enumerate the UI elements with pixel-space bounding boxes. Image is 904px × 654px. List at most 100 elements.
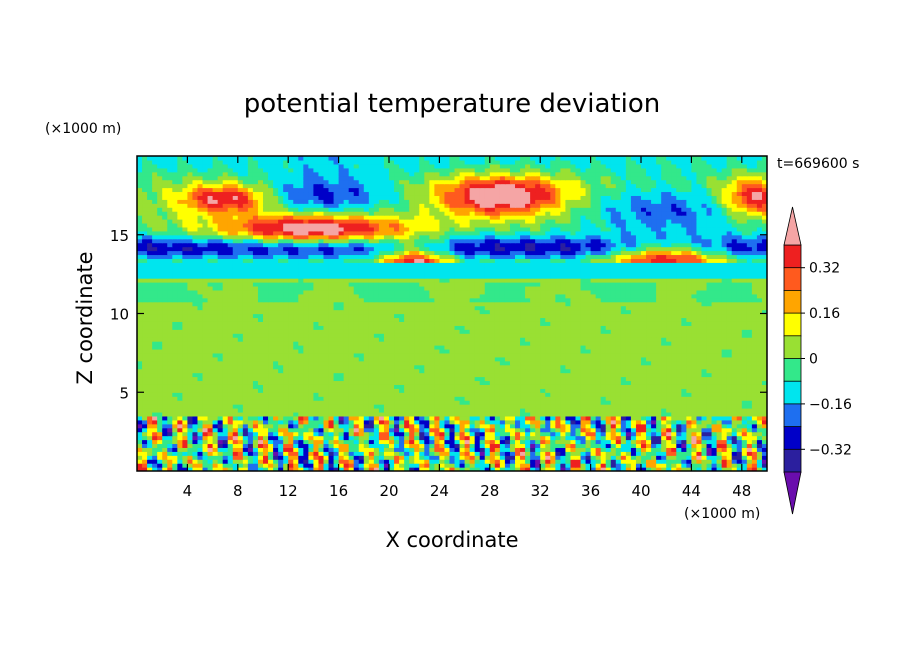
field-cell — [494, 419, 501, 425]
field-cell — [378, 368, 385, 374]
field-cell — [570, 360, 577, 366]
field-cell — [323, 459, 330, 464]
field-cell — [399, 364, 405, 370]
field-cell — [237, 317, 244, 322]
field-cell — [761, 341, 767, 346]
field-cell — [368, 400, 375, 405]
field-cell — [565, 396, 572, 401]
field-cell — [530, 400, 536, 405]
field-cell — [303, 368, 309, 374]
field-cell — [625, 352, 632, 358]
field-cell — [681, 364, 687, 370]
field-cell — [615, 451, 622, 456]
field-cell — [545, 423, 551, 429]
field-cell — [449, 455, 456, 460]
field-cell — [615, 341, 622, 346]
field-cell — [545, 356, 551, 362]
field-cell — [439, 348, 446, 354]
field-cell — [671, 439, 677, 445]
field-cell — [187, 455, 194, 460]
field-cell — [182, 439, 188, 445]
field-cell — [565, 443, 572, 448]
field-cell — [656, 439, 662, 445]
field-cell — [227, 400, 234, 405]
field-cell — [731, 411, 738, 417]
field-cell — [469, 415, 476, 421]
field-cell — [540, 408, 546, 413]
field-cell — [681, 392, 687, 397]
field-cell — [263, 439, 269, 445]
field-cell — [298, 337, 304, 342]
field-cell — [414, 431, 420, 437]
field-cell — [152, 348, 158, 354]
field-cell — [187, 384, 194, 389]
field-cell — [313, 356, 320, 362]
field-cell — [746, 372, 753, 378]
field-cell — [263, 345, 269, 350]
field-cell — [152, 451, 158, 456]
field-cell — [560, 467, 566, 471]
field-cell — [237, 443, 244, 448]
field-cell — [157, 408, 163, 413]
field-cell — [646, 443, 652, 448]
field-cell — [449, 415, 456, 421]
field-cell — [293, 345, 299, 350]
field-cell — [152, 372, 158, 378]
field-cell — [540, 427, 546, 433]
field-cell — [545, 427, 551, 433]
field-cell — [746, 337, 753, 342]
field-cell — [761, 356, 767, 362]
field-cell — [439, 345, 446, 350]
field-cell — [736, 443, 743, 448]
field-cell — [273, 467, 279, 471]
field-cell — [666, 423, 672, 429]
field-cell — [540, 384, 546, 389]
field-cell — [303, 439, 309, 445]
field-cell — [242, 451, 249, 456]
field-cell — [736, 455, 743, 460]
field-cell — [701, 333, 708, 338]
field-cell — [746, 400, 753, 405]
field-cell — [736, 400, 743, 405]
field-cell — [212, 372, 219, 378]
field-cell — [252, 352, 259, 358]
field-cell — [383, 364, 390, 370]
field-cell — [656, 431, 662, 437]
field-cell — [656, 348, 662, 354]
field-cell — [706, 396, 713, 401]
field-cell — [575, 411, 582, 417]
field-cell — [620, 447, 627, 452]
field-cell — [565, 384, 572, 389]
field-cell — [630, 467, 637, 471]
field-cell — [333, 459, 340, 464]
field-cell — [353, 313, 360, 319]
field-cell — [535, 368, 541, 374]
field-cell — [303, 467, 309, 471]
field-cell — [323, 408, 330, 413]
field-cell — [424, 443, 430, 448]
field-cell — [751, 345, 758, 350]
field-cell — [137, 463, 143, 468]
field-cell — [630, 423, 637, 429]
field-cell — [610, 396, 617, 401]
field-cell — [449, 345, 456, 350]
field-cell — [731, 400, 738, 405]
field-cell — [212, 447, 219, 452]
field-cell — [701, 455, 708, 460]
field-cell — [167, 337, 173, 342]
field-cell — [328, 451, 335, 456]
field-cell — [751, 435, 758, 441]
field-cell — [409, 368, 415, 374]
field-cell — [585, 388, 592, 393]
field-cell — [237, 313, 244, 319]
field-cell — [484, 431, 491, 437]
field-cell — [716, 459, 723, 464]
field-cell — [525, 451, 531, 456]
field-cell — [469, 376, 476, 382]
field-cell — [429, 400, 435, 405]
field-cell — [449, 443, 456, 448]
field-cell — [298, 348, 304, 354]
field-cell — [368, 451, 375, 456]
field-cell — [560, 435, 566, 441]
field-cell — [625, 388, 632, 393]
